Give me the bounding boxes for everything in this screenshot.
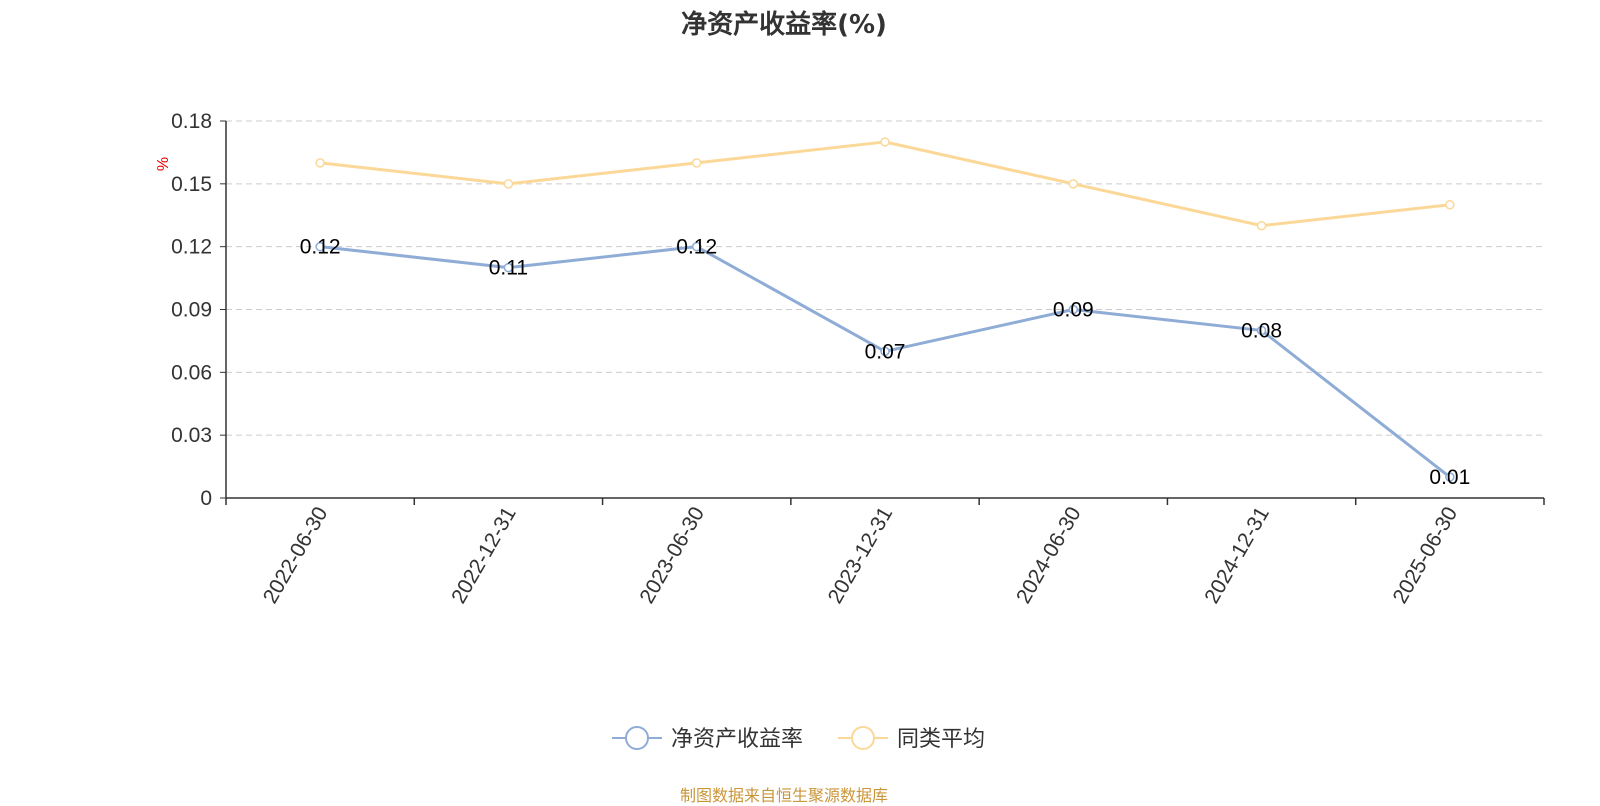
data-point — [691, 158, 702, 168]
x-tick-label: 2022-06-30 — [259, 503, 333, 608]
x-tick-label: 2024-12-31 — [1200, 503, 1274, 608]
x-tick-label: 2025-06-30 — [1389, 503, 1463, 608]
source-note: 制图数据来自恒生聚源数据库 — [679, 786, 888, 805]
legend-marker — [851, 726, 875, 750]
data-point — [1256, 325, 1267, 336]
data-point — [315, 158, 325, 168]
data-point — [880, 346, 890, 357]
data-point — [315, 241, 325, 252]
y-tick-label: 0.12 — [171, 236, 212, 259]
y-tick-label: 0.15 — [171, 173, 212, 196]
legend-label: 净资产收益率 — [671, 726, 803, 751]
data-point — [880, 137, 890, 147]
data-point — [1256, 220, 1267, 231]
x-tick-label: 2022-12-31 — [447, 503, 521, 608]
y-tick-label: 0.06 — [171, 361, 212, 384]
axes: 0 0.03 0.06 0.09 0.12 0.15 0.18 2022-06-30 2022-… — [171, 110, 1545, 608]
chart-title: 净资产收益率(%) — [681, 10, 887, 40]
y-tick-label: 0.03 — [171, 424, 212, 447]
data-label: 0.09 — [1053, 299, 1094, 322]
data-point — [503, 179, 514, 189]
y-tick-label: 0 — [200, 487, 212, 510]
legend-item-1[interactable]: 净资产收益率 — [612, 726, 803, 751]
x-tick-label: 2023-12-31 — [824, 503, 898, 608]
data-label: 0.11 — [489, 257, 528, 280]
y-axis-label: % — [155, 157, 172, 171]
legend-item-2[interactable]: 同类平均 — [838, 726, 985, 751]
data-point — [1445, 200, 1455, 210]
legend[interactable]: 净资产收益率 同类平均 — [612, 726, 985, 751]
series — [315, 137, 1455, 482]
data-point — [1445, 472, 1455, 482]
legend-marker — [625, 726, 649, 750]
data-label: 0.12 — [300, 236, 341, 259]
data-label: 0.12 — [676, 236, 717, 259]
y-tick-label: 0.09 — [171, 299, 212, 322]
data-point — [1068, 179, 1079, 189]
x-tick-label: 2024-06-30 — [1012, 503, 1086, 608]
data-point — [691, 241, 702, 252]
data-label: 0.01 — [1429, 466, 1470, 489]
x-tick-label: 2023-06-30 — [635, 503, 709, 608]
data-label: 0.07 — [865, 340, 906, 363]
data-labels: 0.12 0.11 0.12 0.07 0.09 0.08 0.01 — [300, 236, 1471, 489]
grid-lines — [226, 120, 1544, 436]
data-point — [1068, 304, 1079, 315]
y-tick-label: 0.18 — [171, 110, 212, 133]
data-point — [503, 262, 514, 273]
data-label: 0.08 — [1241, 319, 1282, 342]
legend-label: 同类平均 — [897, 726, 985, 751]
